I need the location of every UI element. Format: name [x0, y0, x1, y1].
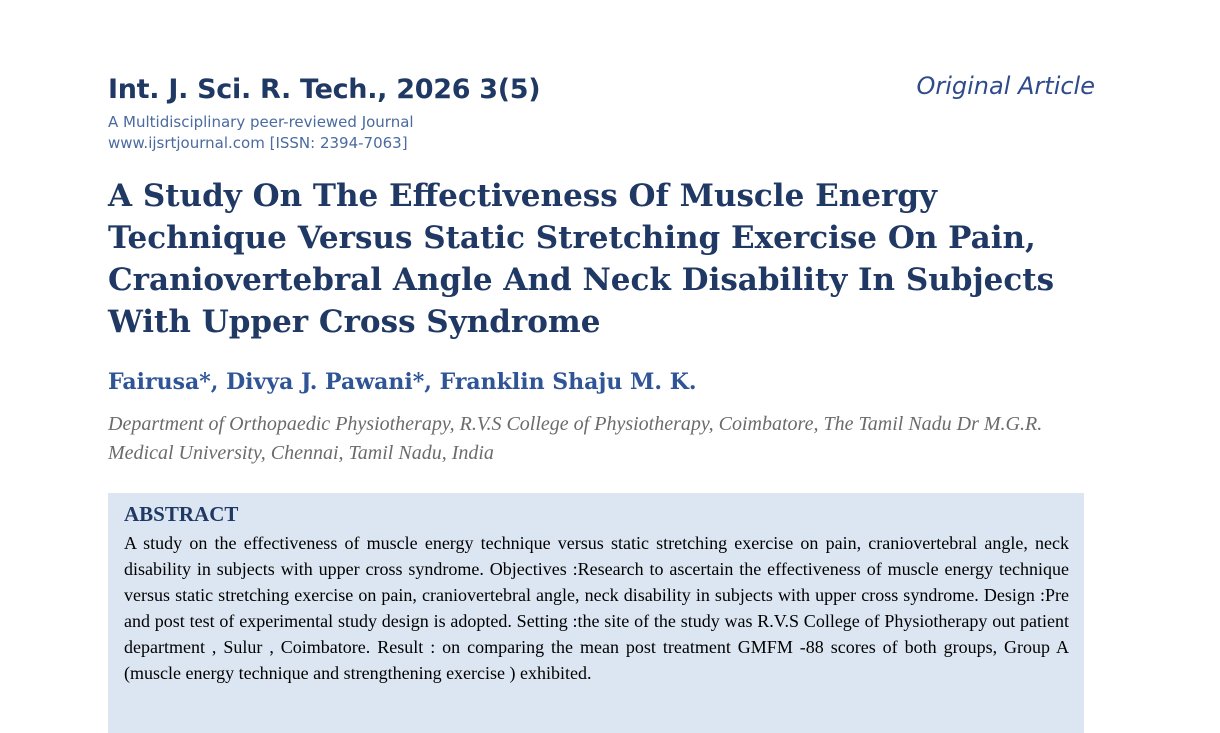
abstract-heading: ABSTRACT [124, 502, 239, 526]
article-type: Original Article [916, 72, 1095, 100]
article-title: A Study On The Effectiveness Of Muscle E… [108, 178, 1055, 340]
abstract-text: A study on the effectiveness of muscle e… [124, 533, 1069, 683]
abstract-box: ABSTRACT A study on the effectiveness of… [108, 493, 1084, 733]
authors: Fairusa*, Divya J. Pawani*, Franklin Sha… [108, 369, 697, 395]
journal-name: Int. J. Sci. R. Tech., 2026 3(5) [108, 74, 541, 105]
page: Int. J. Sci. R. Tech., 2026 3(5) A Multi… [108, 72, 1095, 733]
journal-tagline: A Multidisciplinary peer-reviewed Journa… [108, 113, 414, 131]
affiliation: Department of Orthopaedic Physiotherapy,… [108, 413, 1043, 464]
journal-website: www.ijsrtjournal.com [ISSN: 2394-7063] [108, 134, 408, 152]
